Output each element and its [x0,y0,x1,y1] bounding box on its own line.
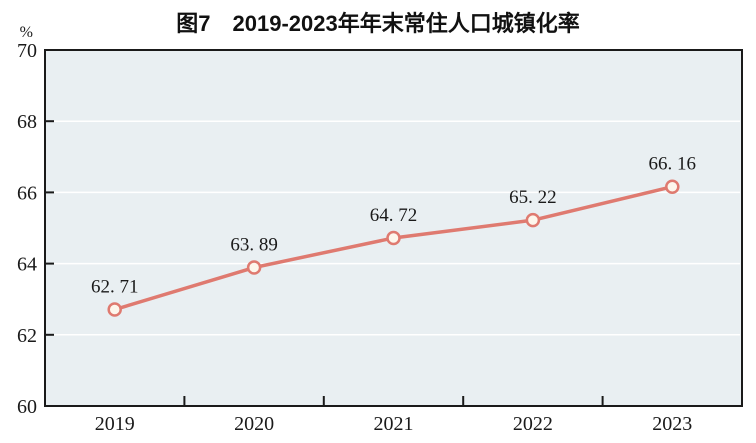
plot-area [45,50,742,406]
y-tick-labels-layer: 60 62 64 66 68 70 [17,40,37,418]
gridlines-layer [47,120,740,336]
y-axis-tick-label: 66 [17,182,37,204]
data-point-label: 62. 71 [91,277,139,298]
x-axis-tick-label: 2022 [513,413,553,435]
data-point-label: 64. 72 [370,205,418,226]
data-point-marker [665,179,680,194]
y-ticks-layer [46,120,54,336]
x-axis-tick-label: 2023 [652,413,692,435]
data-point-label: 65. 22 [509,187,557,208]
y-axis-tick-label: 62 [17,325,37,347]
y-axis-tick-label: 64 [17,254,37,276]
data-point-markers-layer [107,179,680,317]
x-axis-tick-label: 2021 [374,413,414,435]
x-axis-tick-label: 2020 [234,413,274,435]
data-point-marker [246,260,262,275]
y-axis-tick-label: 60 [17,396,37,418]
y-axis-tick-label: 68 [17,111,37,133]
data-point-marker [386,230,401,246]
data-point-marker [525,212,541,228]
plot-border [44,49,743,407]
x-ticks-layer [183,396,604,405]
data-point-marker [107,302,122,317]
data-point-label: 63. 89 [230,235,278,256]
chart-title: 图7 2019-2023年年末常住人口城镇化率 [176,11,579,36]
data-point-label: 66. 16 [649,154,697,175]
y-axis-tick-label: 70 [17,40,37,62]
y-axis-unit-label: % [20,24,33,41]
data-point-labels-layer: 62. 71 63. 89 64. 72 65. 22 66. 16 [91,154,696,298]
x-tick-labels-layer: 2019 2020 2021 2022 2023 [95,413,693,435]
x-axis-tick-label: 2019 [95,413,135,435]
